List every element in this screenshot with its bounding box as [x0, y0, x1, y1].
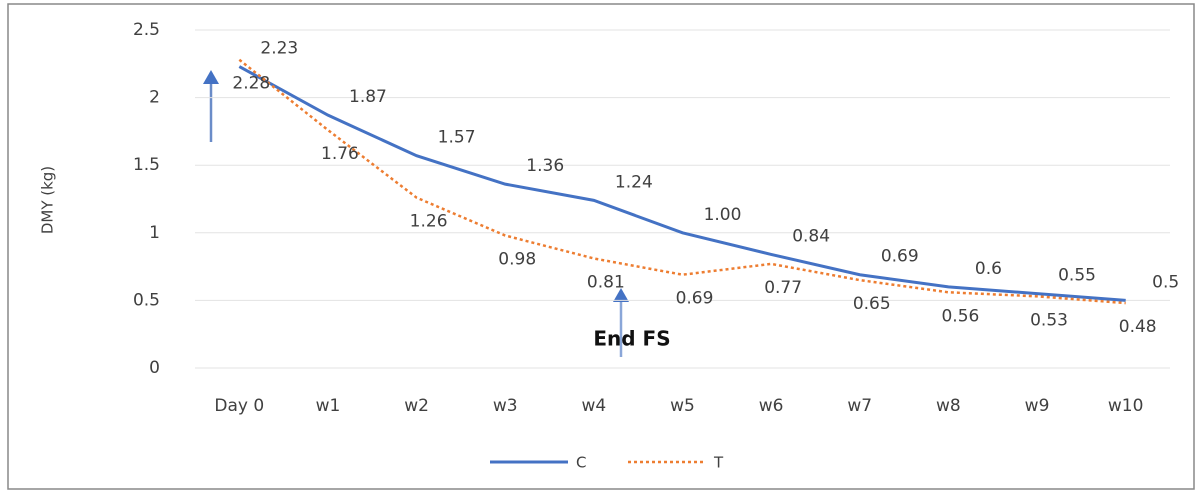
y-tick-label: 2.5 [133, 20, 160, 40]
data-label: 0.48 [1119, 317, 1157, 337]
x-tick-label: w7 [847, 396, 872, 416]
y-tick-label: 2 [149, 88, 160, 108]
data-label: 1.26 [410, 212, 448, 232]
data-label: 0.84 [792, 226, 830, 246]
data-label: 1.87 [349, 87, 387, 107]
data-label: 1.24 [615, 172, 653, 192]
data-label: 0.69 [676, 289, 714, 309]
data-label: 0.77 [764, 278, 802, 298]
legend-label: C [576, 454, 586, 472]
data-label: 0.65 [853, 294, 891, 314]
data-label: 0.56 [941, 306, 979, 326]
data-label: 1.36 [526, 156, 564, 176]
x-tick-label: w3 [493, 396, 518, 416]
x-tick-label: Day 0 [214, 396, 264, 416]
y-tick-label: 1.5 [133, 155, 160, 175]
x-tick-label: w2 [404, 396, 429, 416]
x-tick-label: w6 [759, 396, 784, 416]
x-tick-label: w5 [670, 396, 695, 416]
data-label: 0.81 [587, 272, 625, 292]
data-label: 0.53 [1030, 310, 1068, 330]
data-label: 2.23 [260, 39, 298, 59]
legend-label: T [713, 454, 724, 472]
series-line [238, 65, 1126, 302]
data-label: 1.76 [321, 144, 359, 164]
data-label: 0.5 [1152, 272, 1179, 292]
x-tick-label: w1 [316, 396, 341, 416]
annotation: End FS [593, 327, 670, 351]
data-label: 0.6 [975, 259, 1002, 279]
arrow-head [203, 70, 219, 84]
x-tick-label: w8 [936, 396, 961, 416]
x-tick-label: w4 [581, 396, 606, 416]
data-label: 1.57 [438, 128, 476, 148]
data-label: 0.98 [498, 250, 536, 270]
series-line [238, 58, 1126, 305]
y-tick-label: 1 [149, 223, 160, 243]
chart-frame [7, 3, 1195, 490]
arrow-head [613, 288, 629, 302]
y-tick-label: 0 [149, 358, 160, 378]
x-tick-label: w9 [1025, 396, 1050, 416]
data-label: 1.00 [704, 205, 742, 225]
y-axis-label: DMY (kg) [39, 166, 57, 234]
data-label: 0.55 [1058, 266, 1096, 286]
x-tick-label: w10 [1108, 396, 1144, 416]
y-tick-label: 0.5 [133, 290, 160, 310]
data-label: 2.28 [232, 74, 270, 94]
data-label: 0.69 [881, 247, 919, 267]
